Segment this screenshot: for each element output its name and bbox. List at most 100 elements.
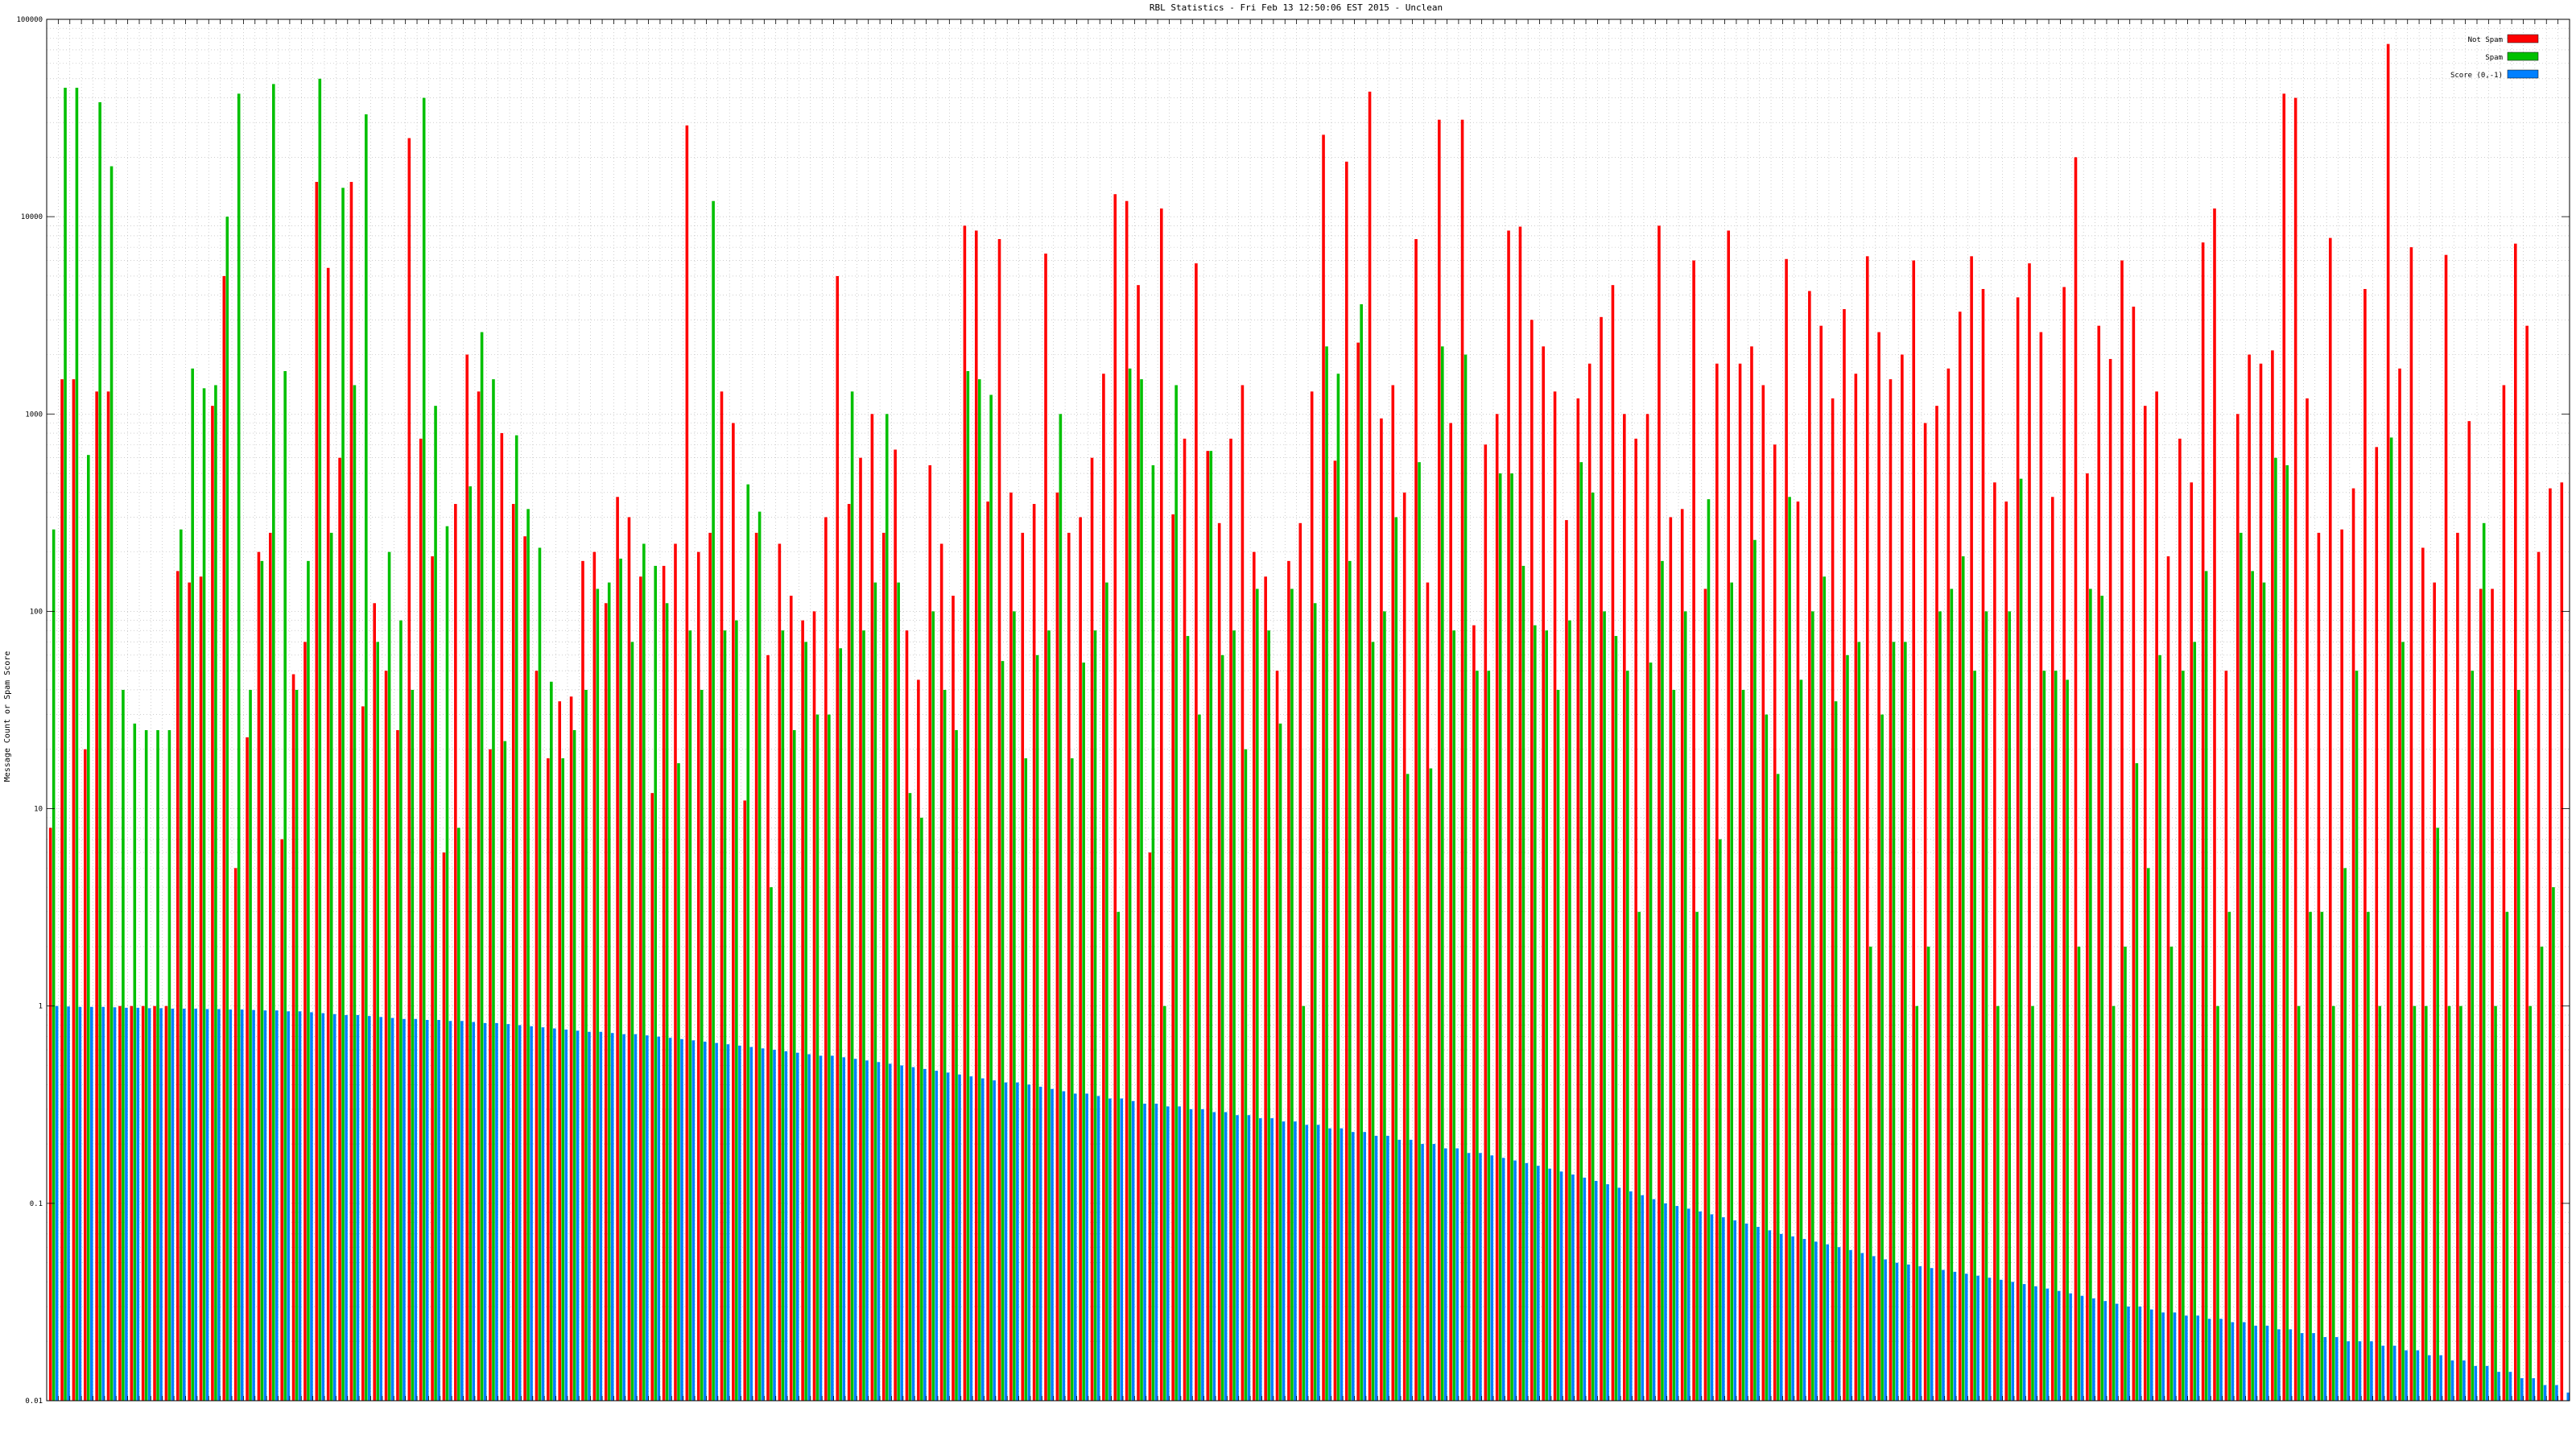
- bar-spam: [1463, 354, 1468, 1401]
- bar-spam: [943, 689, 947, 1401]
- bar-spam: [1383, 611, 1386, 1401]
- bar-not-spam: [2248, 354, 2251, 1401]
- bar-not-spam: [1356, 342, 1360, 1401]
- bar-spam: [1984, 611, 1988, 1401]
- bar-spam: [977, 379, 981, 1401]
- bar-score-0-1-: [2103, 1301, 2107, 1401]
- bar-score-0-1-: [726, 1044, 730, 1401]
- bar-spam: [1452, 630, 1455, 1401]
- bar-score-0-1-: [2207, 1319, 2211, 1401]
- bar-not-spam: [616, 497, 619, 1401]
- bar-not-spam: [1680, 509, 1684, 1401]
- bar-not-spam: [1044, 254, 1047, 1401]
- bar-spam: [1487, 671, 1491, 1401]
- bar-score-0-1-: [657, 1036, 661, 1401]
- bar-spam: [457, 828, 460, 1401]
- bar-score-0-1-: [414, 1018, 418, 1401]
- bar-score-0-1-: [1652, 1199, 1656, 1401]
- bar-not-spam: [1958, 312, 1962, 1402]
- bar-not-spam: [1865, 256, 1869, 1402]
- bar-spam: [1614, 636, 1618, 1401]
- bar-score-0-1-: [2265, 1325, 2269, 1401]
- bar-spam: [1151, 464, 1155, 1402]
- bar-not-spam: [1380, 418, 1383, 1401]
- bar-not-spam: [2340, 529, 2343, 1402]
- bar-spam: [2112, 1005, 2116, 1401]
- bar-not-spam: [2513, 243, 2517, 1401]
- bar-score-0-1-: [1733, 1220, 1736, 1401]
- bar-spam: [630, 642, 634, 1401]
- bar-score-0-1-: [1791, 1236, 1794, 1401]
- bar-not-spam: [2224, 671, 2228, 1401]
- bar-spam: [1880, 714, 1884, 1401]
- bar-not-spam: [894, 449, 897, 1401]
- bar-score-0-1-: [1016, 1082, 1019, 1401]
- bar-not-spam: [1727, 230, 1731, 1402]
- bar-score-0-1-: [2034, 1286, 2037, 1401]
- bar-spam: [75, 88, 79, 1401]
- bar-spam: [1741, 689, 1745, 1401]
- bar-not-spam: [2351, 488, 2355, 1401]
- bar-spam: [596, 588, 600, 1401]
- bar-not-spam: [188, 582, 191, 1401]
- bar-spam: [1117, 911, 1121, 1401]
- bar-score-0-1-: [2485, 1365, 2489, 1401]
- bar-not-spam: [558, 701, 562, 1401]
- bar-not-spam: [106, 391, 110, 1402]
- bar-not-spam: [2190, 482, 2194, 1401]
- bar-not-spam: [974, 230, 978, 1402]
- bar-not-spam: [778, 543, 782, 1401]
- bar-spam: [2227, 911, 2231, 1401]
- bar-spam: [908, 793, 912, 1401]
- bar-not-spam: [2259, 363, 2263, 1402]
- bar-not-spam: [859, 457, 862, 1402]
- bar-score-0-1-: [1316, 1125, 1320, 1401]
- bar-spam: [1220, 654, 1224, 1401]
- bar-score-0-1-: [506, 1024, 510, 1401]
- bar-score-0-1-: [1444, 1148, 1447, 1401]
- bar-spam: [156, 730, 159, 1401]
- bar-not-spam: [766, 654, 770, 1401]
- bar-not-spam: [1553, 391, 1557, 1402]
- bar-score-0-1-: [1895, 1262, 1899, 1401]
- bar-spam: [1093, 630, 1097, 1401]
- bar-score-0-1-: [1421, 1144, 1424, 1401]
- bar-spam: [411, 689, 415, 1401]
- bar-score-0-1-: [634, 1034, 638, 1401]
- bar-not-spam: [1484, 444, 1488, 1401]
- bar-score-0-1-: [2127, 1307, 2130, 1401]
- bar-not-spam: [257, 551, 261, 1401]
- bar-spam: [144, 730, 148, 1401]
- bar-not-spam: [315, 181, 319, 1402]
- bar-score-0-1-: [252, 1009, 255, 1401]
- bar-not-spam: [1241, 385, 1245, 1402]
- bar-not-spam: [2479, 588, 2483, 1401]
- bar-score-0-1-: [773, 1050, 776, 1401]
- bar-score-0-1-: [1583, 1177, 1587, 1401]
- bar-not-spam: [384, 671, 388, 1401]
- bar-score-0-1-: [2185, 1315, 2188, 1401]
- bar-score-0-1-: [1779, 1233, 1783, 1401]
- bar-spam: [1788, 497, 1791, 1401]
- bar-score-0-1-: [2300, 1333, 2304, 1401]
- bar-score-0-1-: [795, 1052, 799, 1401]
- bar-spam: [966, 370, 970, 1402]
- bar-spam: [2552, 887, 2555, 1401]
- bar-spam: [526, 509, 530, 1401]
- bar-spam: [1232, 630, 1236, 1401]
- bar-spam: [295, 689, 299, 1401]
- bar-score-0-1-: [2347, 1341, 2350, 1401]
- bar-not-spam: [84, 749, 87, 1401]
- bar-not-spam: [1159, 208, 1163, 1401]
- bar-spam: [561, 758, 565, 1401]
- bar-not-spam: [639, 576, 642, 1401]
- bar-spam: [897, 582, 900, 1401]
- bar-spam: [1568, 620, 1571, 1401]
- bar-not-spam: [1808, 291, 1811, 1401]
- bar-not-spam: [2537, 551, 2541, 1401]
- bar-score-0-1-: [1363, 1132, 1366, 1401]
- bar-not-spam: [1703, 588, 1707, 1401]
- bar-not-spam: [442, 852, 446, 1401]
- bar-spam: [1938, 611, 1942, 1401]
- y-tick-label: 1: [39, 1003, 43, 1011]
